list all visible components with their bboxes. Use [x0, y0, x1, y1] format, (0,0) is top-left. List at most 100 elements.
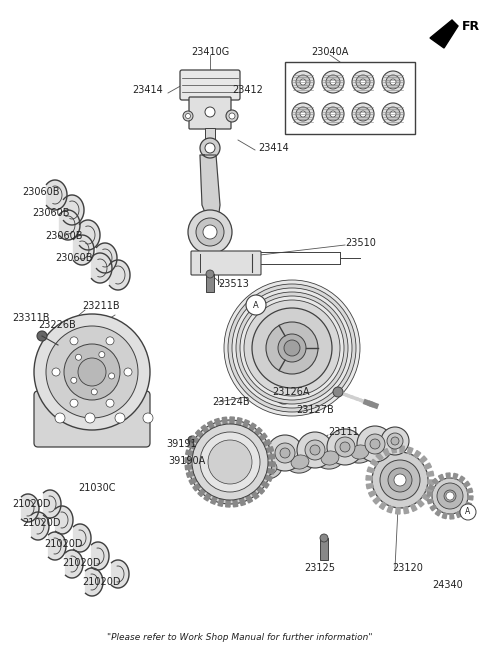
Polygon shape [200, 155, 220, 220]
Circle shape [226, 110, 238, 122]
Polygon shape [201, 425, 208, 433]
Polygon shape [467, 488, 473, 493]
Circle shape [313, 385, 319, 391]
Polygon shape [367, 467, 374, 473]
Circle shape [232, 288, 352, 408]
Circle shape [310, 445, 320, 455]
Polygon shape [442, 513, 447, 518]
Circle shape [292, 71, 314, 93]
Circle shape [85, 413, 95, 423]
Polygon shape [243, 420, 250, 428]
Text: 23211B: 23211B [82, 301, 120, 311]
Polygon shape [111, 560, 129, 588]
Polygon shape [191, 436, 199, 443]
Text: 23410G: 23410G [191, 47, 229, 57]
Ellipse shape [259, 461, 277, 475]
Polygon shape [446, 473, 450, 478]
Circle shape [70, 337, 78, 345]
Circle shape [309, 381, 323, 395]
Text: 23124B: 23124B [212, 397, 250, 407]
Polygon shape [56, 506, 73, 534]
FancyBboxPatch shape [191, 251, 261, 275]
Polygon shape [432, 478, 438, 484]
Circle shape [365, 434, 385, 454]
Circle shape [352, 71, 374, 93]
Polygon shape [207, 421, 214, 429]
Text: FR.: FR. [462, 20, 480, 32]
Polygon shape [427, 492, 432, 496]
Polygon shape [257, 486, 264, 494]
Polygon shape [426, 487, 433, 493]
Circle shape [391, 437, 399, 445]
Polygon shape [427, 471, 434, 476]
Circle shape [322, 71, 344, 93]
Ellipse shape [351, 445, 369, 459]
Polygon shape [371, 459, 378, 466]
Polygon shape [44, 490, 61, 518]
Circle shape [297, 432, 333, 468]
Text: 39190A: 39190A [168, 456, 205, 466]
Circle shape [228, 284, 356, 412]
Circle shape [333, 387, 343, 397]
Polygon shape [66, 550, 83, 578]
Text: A: A [466, 507, 470, 516]
Polygon shape [400, 446, 405, 452]
Circle shape [78, 358, 106, 386]
Polygon shape [411, 505, 417, 511]
Circle shape [357, 426, 393, 462]
Polygon shape [259, 433, 267, 440]
Circle shape [330, 111, 336, 117]
Circle shape [206, 270, 214, 278]
Circle shape [300, 111, 306, 117]
Text: 23060B: 23060B [32, 208, 70, 218]
Circle shape [229, 113, 235, 119]
Polygon shape [453, 473, 458, 479]
Polygon shape [193, 484, 201, 491]
Circle shape [208, 440, 252, 484]
FancyBboxPatch shape [180, 70, 240, 100]
Circle shape [108, 373, 115, 379]
Polygon shape [366, 476, 372, 480]
Polygon shape [422, 494, 430, 501]
Circle shape [70, 399, 78, 407]
Circle shape [236, 292, 348, 404]
Circle shape [390, 79, 396, 85]
Ellipse shape [291, 455, 309, 469]
Text: 23060B: 23060B [22, 187, 60, 197]
Polygon shape [407, 447, 413, 454]
Polygon shape [464, 481, 470, 487]
Circle shape [386, 107, 400, 121]
Circle shape [34, 314, 150, 430]
Circle shape [240, 296, 344, 400]
Text: 23111: 23111 [328, 427, 359, 437]
Text: 39191: 39191 [166, 439, 197, 449]
Circle shape [388, 468, 412, 492]
Polygon shape [92, 542, 109, 570]
Polygon shape [109, 260, 130, 290]
Circle shape [296, 75, 310, 89]
Bar [206, 274, 214, 292]
Text: 21020D: 21020D [12, 499, 50, 509]
Polygon shape [252, 491, 259, 499]
Circle shape [340, 442, 350, 452]
Text: 23414: 23414 [258, 143, 289, 153]
Circle shape [326, 107, 340, 121]
Circle shape [200, 138, 220, 158]
Polygon shape [430, 20, 458, 48]
Text: 23412: 23412 [232, 85, 263, 95]
Circle shape [188, 420, 272, 504]
Polygon shape [80, 220, 100, 250]
Circle shape [360, 79, 366, 85]
Text: 21020D: 21020D [62, 558, 100, 568]
Polygon shape [435, 510, 441, 516]
Circle shape [320, 534, 328, 542]
Polygon shape [215, 442, 405, 476]
Circle shape [246, 295, 266, 315]
Circle shape [106, 399, 114, 407]
Circle shape [188, 436, 196, 444]
Circle shape [250, 451, 260, 461]
Circle shape [382, 71, 404, 93]
Polygon shape [189, 478, 197, 484]
Circle shape [275, 443, 295, 463]
Circle shape [55, 413, 65, 423]
